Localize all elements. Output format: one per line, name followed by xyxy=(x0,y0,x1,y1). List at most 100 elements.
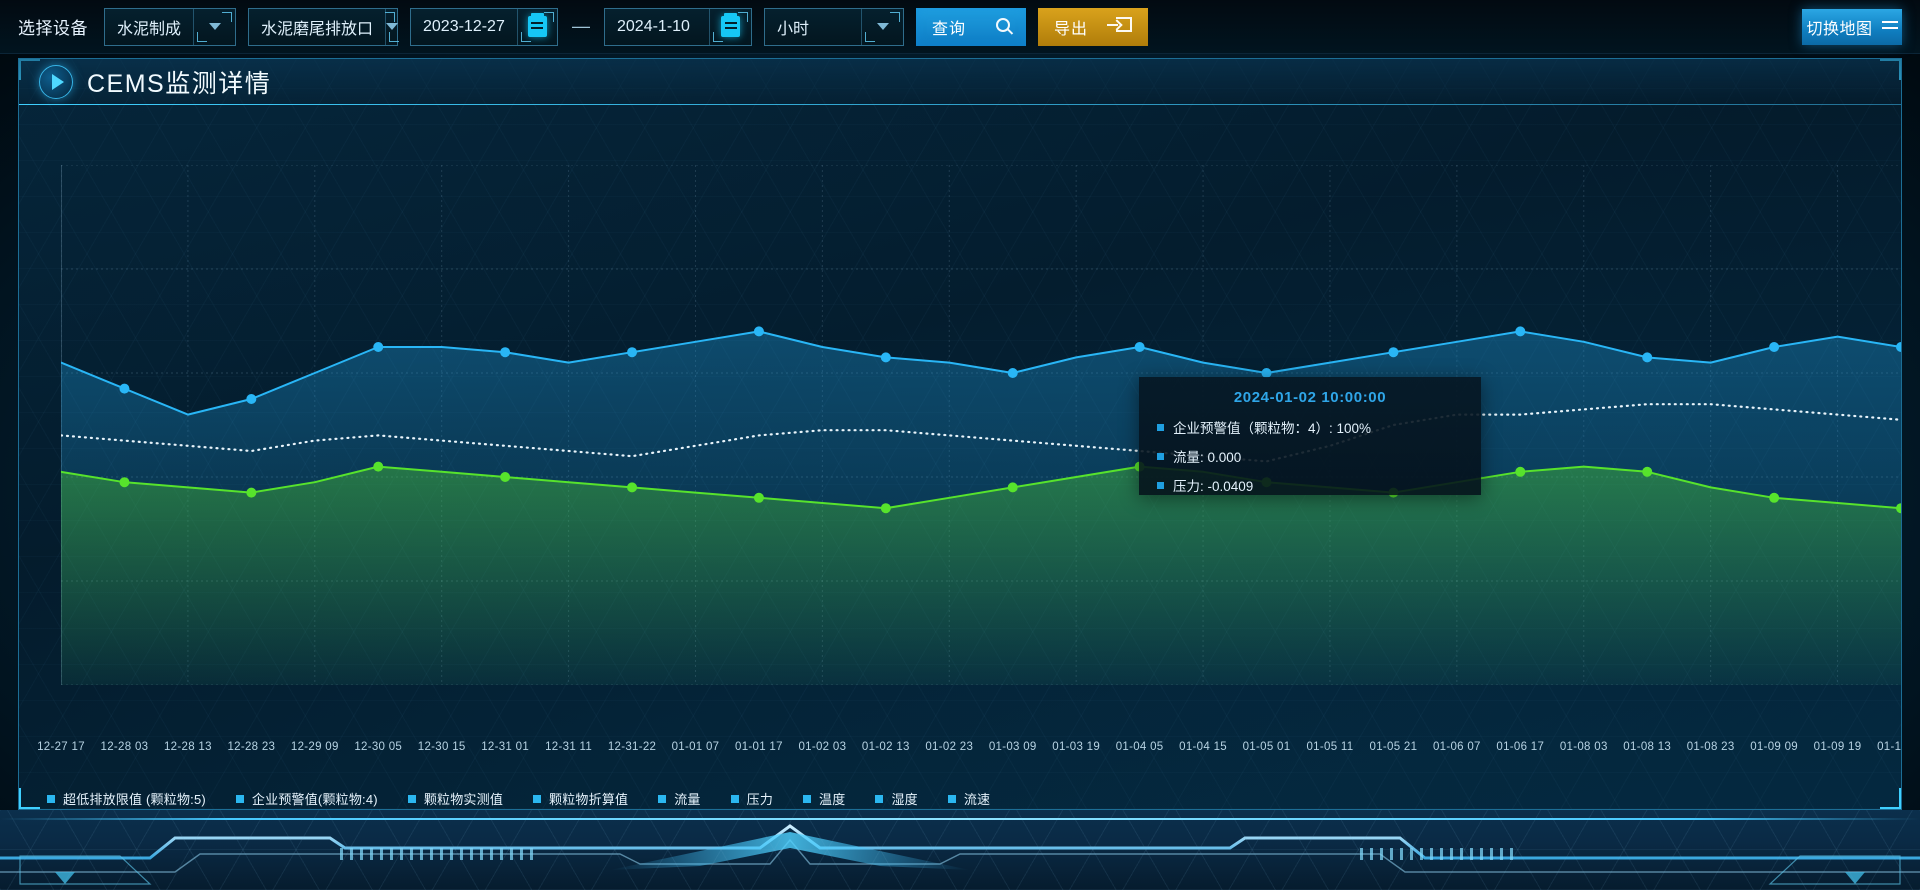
cems-detail-panel: CEMS监测详情 2024-01-02 10:00:00 企业预警值（颗粒物：4… xyxy=(18,58,1902,810)
legend-color-swatch xyxy=(875,794,884,803)
legend-item-label: 压力 xyxy=(746,792,774,807)
legend-item-label: 温度 xyxy=(819,792,846,807)
map-toggle-button[interactable]: 切换地图 xyxy=(1802,9,1902,45)
query-button-label: 查询 xyxy=(932,20,967,38)
export-button[interactable]: 导出 xyxy=(1038,7,1148,46)
end-date-input[interactable]: 2024-1-10 xyxy=(604,7,752,46)
series-markers xyxy=(119,326,1901,404)
legend-color-swatch xyxy=(658,794,667,803)
footer-hud-decoration xyxy=(0,810,1920,890)
series-line xyxy=(61,330,1901,416)
series-area xyxy=(61,466,1901,685)
x-axis-labels: 12-27 17 12-28 03 12-28 13 12-28 23 12-29 09… xyxy=(19,741,1902,763)
tooltip-row: 压力: -0.0409 xyxy=(1157,475,1463,495)
x-axis-tick-label: 01-01 07 xyxy=(671,741,720,753)
x-axis-tick-label: 01-10 05 xyxy=(1877,741,1902,753)
legend-item-label: 湿度 xyxy=(891,792,918,807)
calendar-icon[interactable] xyxy=(709,8,751,45)
x-axis-tick-label: 12-29 09 xyxy=(290,741,339,753)
tooltip-row: 企业预警值（颗粒物：4）: 100% xyxy=(1157,417,1463,437)
legend-item[interactable]: 流量 xyxy=(658,789,700,808)
tooltip-timestamp: 2024-01-02 10:00:00 xyxy=(1233,389,1387,406)
x-axis-tick-label: 01-02 03 xyxy=(798,741,847,753)
export-icon xyxy=(1107,17,1132,36)
swap-icon xyxy=(1881,18,1898,36)
x-axis-tick-label: 01-05 11 xyxy=(1306,741,1354,753)
series-line xyxy=(61,403,1901,463)
chart-legend: 超低排放限值 (颗粒物:5) 企业预警值(颗粒物:4) 颗粒物实测值 颗粒物折算值 流量… xyxy=(47,789,1020,808)
x-axis-tick-label: 12-31 01 xyxy=(481,741,530,753)
legend-item-label: 颗粒物折算值 xyxy=(549,792,629,807)
legend-color-swatch xyxy=(947,794,956,803)
x-axis-tick-label: 01-05 01 xyxy=(1242,741,1291,753)
x-axis-tick-label: 01-06 17 xyxy=(1496,741,1545,753)
period-select-value: 小时 xyxy=(777,20,810,38)
outlet-select[interactable]: 水泥磨尾排放口 xyxy=(248,7,400,46)
period-select[interactable]: 小时 xyxy=(764,7,904,46)
panel-title-bar: CEMS监测详情 xyxy=(19,59,1901,105)
legend-item[interactable]: 湿度 xyxy=(875,789,918,808)
chevron-down-icon[interactable] xyxy=(385,8,400,45)
tooltip-rows: 企业预警值（颗粒物：4）: 100% 流量: 0.000 压力: -0.0409 xyxy=(1157,417,1463,495)
chevron-down-icon[interactable] xyxy=(861,8,903,45)
x-axis-tick-label: 01-09 19 xyxy=(1813,741,1862,753)
start-date-value: 2023-12-27 xyxy=(423,17,505,35)
x-axis-tick-label: 01-04 05 xyxy=(1115,741,1164,753)
chart-tooltip: 2024-01-02 10:00:00 企业预警值（颗粒物：4）: 100% 流量… xyxy=(1139,377,1481,495)
x-axis-tick-label: 01-03 19 xyxy=(1052,741,1101,753)
device-select[interactable]: 水泥制成 xyxy=(104,7,236,46)
footer-hud-graphic xyxy=(0,824,1920,885)
outlet-select-value: 水泥磨尾排放口 xyxy=(261,20,374,38)
legend-color-swatch xyxy=(533,794,542,803)
legend-item-label: 颗粒物实测值 xyxy=(423,792,504,807)
start-date-input[interactable]: 2023-12-27 xyxy=(410,7,558,46)
legend-item[interactable]: 温度 xyxy=(803,789,845,808)
x-axis-tick-label: 12-31 11 xyxy=(545,741,593,753)
legend-item[interactable]: 企业预警值(颗粒物:4) xyxy=(235,789,378,808)
x-axis-tick-label: 12-30 05 xyxy=(354,741,403,753)
footer-glow-line xyxy=(0,818,1920,820)
tooltip-row-text: 流量: 0.000 xyxy=(1173,450,1242,465)
legend-item[interactable]: 颗粒物实测值 xyxy=(407,789,504,808)
legend-item[interactable]: 流速 xyxy=(947,789,991,808)
calendar-icon[interactable] xyxy=(516,8,557,45)
tooltip-row-text: 企业预警值（颗粒物：4）: 100% xyxy=(1173,421,1372,436)
legend-item-label: 超低排放限值 (颗粒物:5) xyxy=(63,792,206,807)
x-axis-tick-label: 01-08 23 xyxy=(1686,741,1735,753)
chart-svg xyxy=(61,165,1901,685)
series-color-swatch xyxy=(1157,452,1164,460)
legend-item[interactable]: 压力 xyxy=(730,789,774,808)
x-axis-tick-label: 01-06 07 xyxy=(1432,741,1481,753)
x-axis-tick-label: 01-09 09 xyxy=(1750,741,1798,753)
legend-color-swatch xyxy=(407,794,416,803)
legend-item-label: 流速 xyxy=(963,792,991,807)
x-axis-tick-label: 01-05 21 xyxy=(1369,741,1418,753)
x-axis-tick-label: 01-01 17 xyxy=(735,741,783,753)
x-axis-tick-label: 01-03 09 xyxy=(988,741,1037,753)
x-axis-tick-label: 12-30 15 xyxy=(417,741,466,753)
x-axis-tick-label: 12-28 13 xyxy=(163,741,212,753)
date-range-separator: — xyxy=(572,16,590,36)
x-axis-tick-label: 01-02 13 xyxy=(861,741,910,753)
end-date-value: 2024-1-10 xyxy=(617,17,690,35)
legend-color-swatch xyxy=(47,794,55,803)
line-chart[interactable] xyxy=(61,165,1901,685)
chevron-down-icon[interactable] xyxy=(193,8,235,45)
play-icon xyxy=(39,64,73,99)
chart-container: 2024-01-02 10:00:00 企业预警值（颗粒物：4）: 100% 流量… xyxy=(19,105,1902,809)
page-title: CEMS监测详情 xyxy=(87,69,272,98)
x-axis-tick-label: 12-28 23 xyxy=(227,741,276,753)
x-axis-tick-label: 12-28 03 xyxy=(100,741,149,753)
x-axis-tick-label: 01-08 13 xyxy=(1623,741,1672,753)
tooltip-row-text: 压力: -0.0409 xyxy=(1173,479,1254,494)
series-line xyxy=(61,465,1901,510)
legend-item[interactable]: 颗粒物折算值 xyxy=(533,789,628,808)
legend-item[interactable]: 超低排放限值 (颗粒物:5) xyxy=(47,789,206,808)
x-axis-tick-label: 01-02 23 xyxy=(925,741,974,753)
series-color-swatch xyxy=(1157,481,1164,489)
legend-item-label: 企业预警值(颗粒物:4) xyxy=(251,792,378,807)
query-button[interactable]: 查询 xyxy=(916,7,1026,46)
legend-item-label: 流量 xyxy=(674,792,701,807)
legend-color-swatch xyxy=(235,794,244,803)
legend-color-swatch xyxy=(803,794,812,803)
